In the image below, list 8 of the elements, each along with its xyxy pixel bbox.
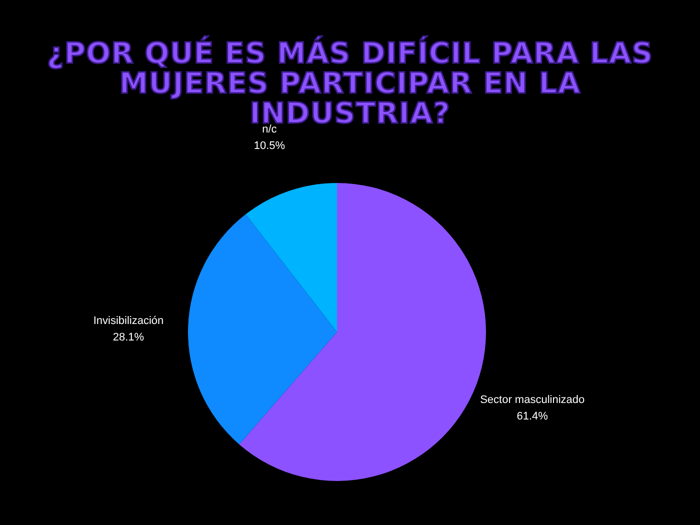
- data-label: 28.1%: [112, 331, 144, 344]
- slice-label: Sector masculinizado: [480, 394, 585, 406]
- pie-slice: [188, 214, 337, 444]
- data-label: 61.4%: [516, 410, 548, 422]
- pie-slice: [246, 183, 337, 332]
- data-label: 10.5%: [254, 140, 286, 152]
- slice-label: n/c: [262, 123, 278, 136]
- slice-label: Invisibilización: [93, 314, 164, 327]
